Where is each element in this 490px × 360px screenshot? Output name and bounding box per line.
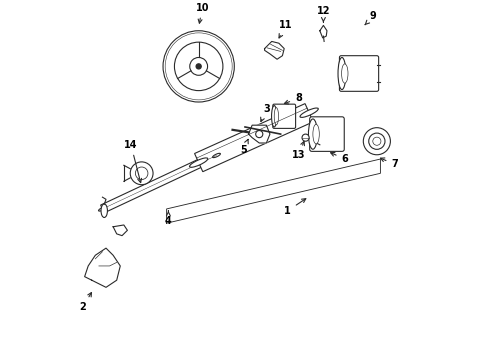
Ellipse shape xyxy=(190,158,208,167)
Text: 8: 8 xyxy=(284,94,302,104)
Polygon shape xyxy=(265,41,284,59)
Polygon shape xyxy=(195,104,313,172)
Ellipse shape xyxy=(338,58,346,90)
Text: 4: 4 xyxy=(165,211,172,226)
Text: 14: 14 xyxy=(124,140,142,183)
Ellipse shape xyxy=(98,207,106,211)
Polygon shape xyxy=(113,225,127,236)
Text: 9: 9 xyxy=(365,12,377,25)
Text: 1: 1 xyxy=(284,199,306,216)
Text: 6: 6 xyxy=(331,153,348,164)
Ellipse shape xyxy=(308,119,318,149)
Circle shape xyxy=(135,167,148,180)
FancyBboxPatch shape xyxy=(310,117,344,151)
Polygon shape xyxy=(100,152,219,213)
Circle shape xyxy=(302,134,309,141)
Circle shape xyxy=(363,128,391,155)
Ellipse shape xyxy=(274,108,278,125)
Ellipse shape xyxy=(300,108,318,117)
Polygon shape xyxy=(85,248,120,287)
Circle shape xyxy=(256,131,263,138)
Polygon shape xyxy=(248,125,270,143)
Text: 3: 3 xyxy=(261,104,270,122)
Text: 11: 11 xyxy=(279,21,293,38)
Text: 13: 13 xyxy=(292,141,305,161)
Ellipse shape xyxy=(101,204,107,217)
Text: 12: 12 xyxy=(317,6,330,22)
Text: 7: 7 xyxy=(381,158,398,170)
FancyBboxPatch shape xyxy=(340,56,379,91)
Text: 2: 2 xyxy=(79,293,92,312)
Text: 10: 10 xyxy=(196,3,209,23)
Polygon shape xyxy=(320,26,327,38)
Circle shape xyxy=(373,137,381,145)
Ellipse shape xyxy=(271,105,277,127)
Ellipse shape xyxy=(213,153,220,158)
Ellipse shape xyxy=(313,124,319,144)
Text: 5: 5 xyxy=(240,139,248,155)
Circle shape xyxy=(369,133,385,149)
FancyBboxPatch shape xyxy=(273,104,295,129)
Ellipse shape xyxy=(342,64,348,83)
Circle shape xyxy=(196,64,201,69)
Circle shape xyxy=(130,162,153,185)
